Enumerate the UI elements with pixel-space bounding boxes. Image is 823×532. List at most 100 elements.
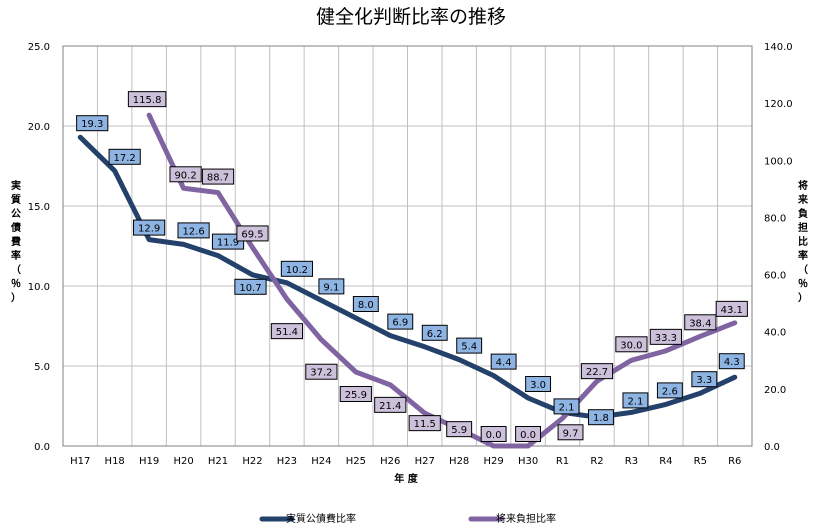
data-label-box [588, 409, 614, 426]
data-label-series-1: 2.1 [553, 398, 580, 415]
x-tick-label: H27 [415, 456, 435, 467]
y-left-tick-label: 10.0 [28, 282, 50, 293]
data-label-box [718, 353, 745, 370]
y-right-tick-label: 40.0 [764, 328, 786, 339]
y-right-tick-label: 120.0 [764, 99, 793, 110]
data-label-series-1: 6.9 [387, 313, 414, 330]
data-label-series-1: 12.6 [177, 222, 210, 239]
data-label-box [201, 168, 235, 185]
data-label-box [387, 313, 414, 330]
data-label-text: 25.9 [345, 390, 367, 401]
data-label-series-2: 38.4 [684, 314, 717, 331]
x-tick-label: H25 [346, 456, 366, 467]
data-label-text: 6.2 [427, 329, 443, 340]
data-label-series-2: 22.7 [580, 363, 614, 380]
data-label-series-1: 9.1 [318, 278, 345, 295]
data-label-box [421, 324, 448, 341]
data-label-box [456, 337, 483, 354]
data-label-series-2: 51.4 [270, 323, 304, 340]
y-right-tick-label: 0.0 [764, 442, 780, 453]
data-label-text: 6.9 [392, 318, 408, 329]
x-tick-label: H22 [242, 456, 262, 467]
data-label-box [280, 260, 314, 277]
data-label-box [622, 392, 649, 409]
data-label-box [691, 371, 718, 388]
data-label-series-1: 3.0 [525, 376, 552, 392]
data-label-series-2: 0.0 [480, 426, 507, 442]
x-axis-label: 年 度 [394, 472, 418, 485]
data-label-series-2: 25.9 [339, 386, 372, 402]
data-label-text: 0.0 [520, 430, 536, 441]
data-label-series-1: 12.9 [133, 219, 166, 236]
data-label-box [615, 336, 648, 353]
data-label-box [352, 296, 379, 312]
x-tick-label: H20 [173, 456, 193, 467]
data-label-text: 3.0 [530, 380, 546, 391]
x-tick-label: H18 [105, 456, 125, 467]
y-right-tick-label: 140.0 [764, 42, 793, 53]
y-right-tick-label: 20.0 [764, 385, 786, 396]
data-label-text: 12.9 [138, 224, 160, 235]
data-label-box [480, 426, 507, 442]
data-label-series-1: 2.1 [622, 392, 649, 409]
data-label-box [177, 222, 210, 239]
data-label-text: 9.1 [323, 282, 339, 293]
data-label-box [525, 376, 552, 392]
y-right-tick-label: 100.0 [764, 156, 793, 167]
data-label-text: 5.4 [461, 342, 477, 353]
data-label-box [339, 386, 372, 402]
data-label-series-1: 5.4 [456, 337, 483, 354]
data-label-text: 1.8 [593, 413, 609, 424]
data-label-series-2: 9.7 [557, 424, 584, 441]
data-label-series-2: 5.9 [446, 421, 473, 438]
chart-title: 健全化判断比率の推移 [316, 6, 506, 28]
data-label-text: 3.3 [696, 375, 712, 386]
y-axis-right-label: 将来負担比率（％） [797, 179, 809, 304]
data-label-box [127, 91, 167, 108]
data-label-series-2: 43.1 [715, 300, 748, 317]
data-label-box [234, 278, 267, 295]
data-label-series-1: 6.2 [421, 324, 448, 341]
data-label-series-2: 11.5 [408, 415, 441, 432]
data-label-box [553, 398, 580, 415]
data-label-series-1: 10.2 [280, 260, 314, 277]
data-label-text: 43.1 [721, 305, 743, 316]
data-label-series-1: 17.2 [108, 148, 141, 165]
data-label-text: 5.9 [451, 425, 467, 436]
data-label-text: 38.4 [689, 318, 711, 329]
data-label-text: 17.2 [114, 153, 136, 164]
data-label-text: 2.6 [662, 386, 678, 397]
data-label-text: 10.7 [239, 283, 261, 294]
data-label-text: 30.0 [620, 340, 642, 351]
data-label-text: 37.2 [310, 368, 332, 379]
x-tick-label: H17 [70, 456, 90, 467]
data-label-box [169, 166, 202, 183]
x-tick-label: H24 [311, 456, 331, 467]
data-label-series-2: 0.0 [515, 426, 542, 442]
data-label-text: 33.3 [655, 333, 677, 344]
data-label-box [374, 396, 407, 413]
x-tick-label: H29 [484, 456, 504, 467]
data-label-box [318, 278, 345, 295]
x-tick-label: R1 [556, 456, 569, 467]
x-tick-label: H30 [518, 456, 538, 467]
data-label-series-2: 88.7 [201, 168, 235, 185]
data-label-text: 69.5 [241, 229, 263, 240]
data-label-box [580, 363, 614, 380]
data-label-text: 10.2 [286, 265, 308, 276]
y-left-tick-label: 0.0 [34, 442, 50, 453]
data-label-series-1: 19.3 [76, 115, 109, 132]
y-axis-left: 0.0 5.0 10.0 15.0 20.0 25.0 [28, 42, 50, 453]
data-label-series-1: 2.6 [656, 382, 683, 399]
data-label-series-1: 4.4 [490, 353, 517, 370]
data-label-text: 51.4 [276, 327, 298, 338]
data-label-series-2: 69.5 [236, 225, 269, 242]
y-axis-right: 0.0 20.0 40.0 60.0 80.0 100.0 120.0 140.0 [764, 42, 793, 453]
data-label-box [108, 148, 141, 165]
data-label-series-1: 8.0 [352, 296, 379, 312]
data-label-text: 4.4 [496, 358, 512, 369]
x-tick-label: H26 [380, 456, 400, 467]
data-label-text: 88.7 [207, 173, 229, 184]
data-label-series-2: 21.4 [374, 396, 407, 413]
